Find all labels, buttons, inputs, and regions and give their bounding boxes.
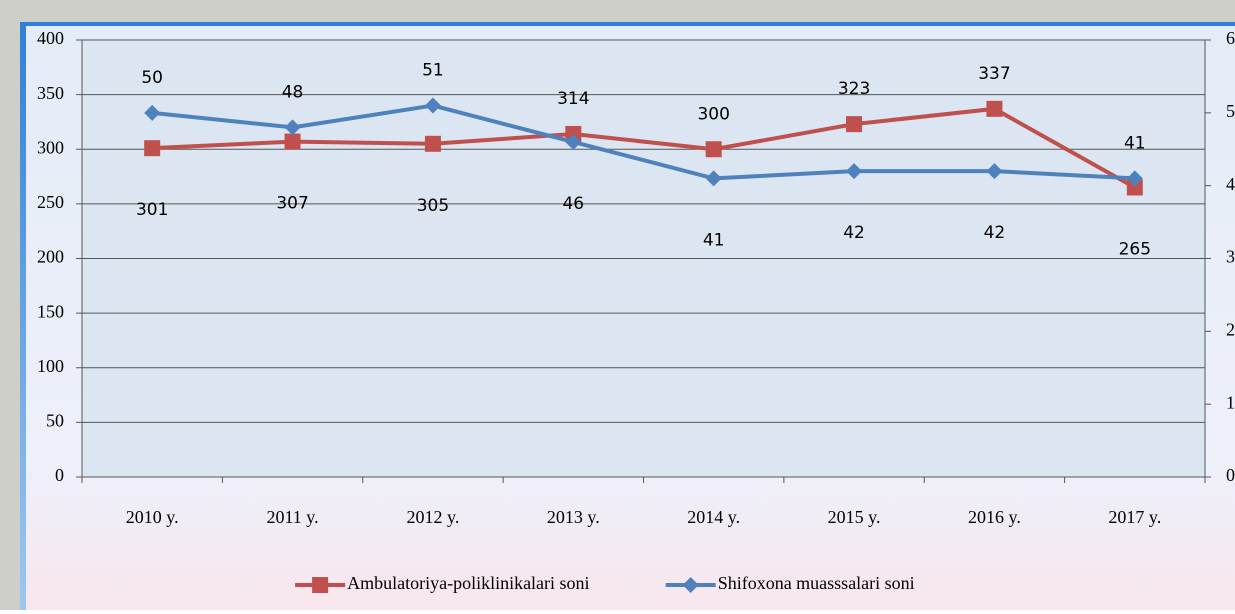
- marker: [424, 97, 441, 114]
- marker: [705, 141, 722, 158]
- series-line: [151, 103, 1135, 181]
- marker: [705, 170, 722, 187]
- data-label: 323: [838, 79, 870, 99]
- data-label: 50: [141, 68, 163, 88]
- data-label: 314: [557, 89, 589, 109]
- data-label: 305: [417, 196, 449, 216]
- y2-tick-label: 40: [1226, 174, 1235, 194]
- y2-tick-label: 10: [1226, 392, 1235, 412]
- data-label: 51: [422, 61, 444, 81]
- marker: [986, 100, 1003, 117]
- marker: [144, 140, 161, 157]
- marker: [565, 133, 582, 150]
- x-tick-label: 2014 y.: [687, 507, 740, 527]
- data-label: 337: [978, 64, 1010, 84]
- y2-tick-label: 30: [1226, 247, 1235, 267]
- marker: [284, 133, 301, 150]
- y-tick-label: 100: [37, 356, 64, 376]
- x-tick-label: 2012 y.: [407, 507, 460, 527]
- y-tick-label: 200: [37, 247, 64, 267]
- y-tick-label: 250: [37, 192, 64, 212]
- marker: [846, 163, 863, 180]
- legend-marker: [682, 577, 699, 593]
- x-tick-label: 2017 y.: [1108, 507, 1161, 527]
- data-label: 42: [843, 223, 865, 243]
- y2-tick-label: 0: [1226, 465, 1235, 485]
- y2-tick-label: 20: [1226, 319, 1235, 339]
- data-label: 307: [276, 194, 308, 214]
- x-tick-label: 2016 y.: [968, 507, 1021, 527]
- data-label: 42: [984, 223, 1006, 243]
- x-tick-label: 2015 y.: [828, 507, 881, 527]
- x-tick-label: 2010 y.: [126, 507, 179, 527]
- y-tick-label: 150: [37, 301, 64, 321]
- data-label: 41: [1124, 133, 1146, 153]
- y2-tick-label: 60: [1226, 28, 1235, 48]
- y-tick-label: 350: [37, 83, 64, 103]
- y2-tick-label: 50: [1226, 101, 1235, 121]
- x-tick-label: 2013 y.: [547, 507, 600, 527]
- marker: [986, 163, 1003, 180]
- series-line: [152, 106, 1136, 190]
- data-label: 48: [282, 82, 304, 102]
- data-label: 46: [562, 194, 584, 214]
- x-tick-label: 2011 y.: [266, 507, 318, 527]
- legend-label: Shifoxona muasssalari soni: [718, 573, 915, 593]
- y-tick-label: 0: [55, 465, 64, 485]
- data-label: 265: [1119, 239, 1151, 259]
- marker: [1126, 170, 1143, 187]
- marker: [144, 104, 161, 121]
- y-tick-label: 50: [46, 411, 64, 431]
- marker: [1126, 179, 1143, 196]
- marker: [424, 135, 441, 152]
- data-label: 41: [703, 230, 725, 250]
- legend-marker: [312, 577, 329, 593]
- marker: [284, 119, 301, 136]
- y-tick-label: 300: [37, 137, 64, 157]
- data-label: 301: [136, 200, 168, 220]
- data-label: 300: [697, 104, 729, 124]
- y-tick-label: 400: [37, 28, 64, 48]
- marker: [846, 116, 863, 133]
- marker: [565, 125, 582, 142]
- legend-label: Ambulatoriya-poliklinikalari soni: [347, 573, 589, 593]
